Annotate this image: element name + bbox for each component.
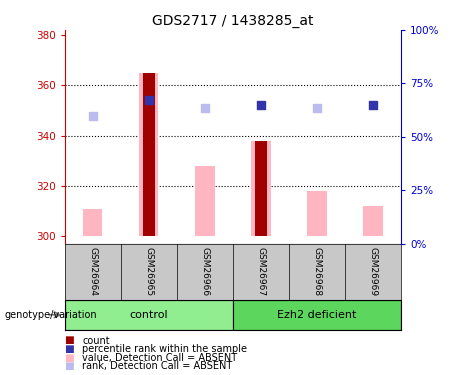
- Text: ■: ■: [65, 336, 74, 345]
- Text: GSM26969: GSM26969: [368, 247, 378, 296]
- Point: [369, 102, 377, 108]
- Point: [313, 105, 321, 111]
- Text: genotype/variation: genotype/variation: [5, 310, 97, 320]
- Text: ■: ■: [65, 362, 74, 371]
- Bar: [195, 166, 214, 236]
- Bar: [363, 206, 383, 236]
- Bar: [139, 73, 159, 236]
- Text: GSM26967: GSM26967: [256, 247, 266, 296]
- Point: [257, 102, 265, 108]
- Text: count: count: [82, 336, 110, 345]
- Bar: [83, 209, 102, 236]
- Bar: [254, 141, 267, 236]
- Text: value, Detection Call = ABSENT: value, Detection Call = ABSENT: [82, 353, 237, 363]
- Text: GSM26964: GSM26964: [88, 247, 97, 296]
- Bar: [142, 73, 155, 236]
- Bar: [251, 141, 271, 236]
- Bar: [233, 300, 401, 330]
- Text: control: control: [130, 310, 168, 320]
- Text: rank, Detection Call = ABSENT: rank, Detection Call = ABSENT: [82, 362, 232, 371]
- Title: GDS2717 / 1438285_at: GDS2717 / 1438285_at: [152, 13, 313, 28]
- Text: GSM26965: GSM26965: [144, 247, 153, 296]
- Text: ■: ■: [65, 344, 74, 354]
- Text: percentile rank within the sample: percentile rank within the sample: [82, 344, 247, 354]
- Bar: [307, 191, 327, 236]
- Point: [201, 105, 208, 111]
- Text: Ezh2 deficient: Ezh2 deficient: [277, 310, 357, 320]
- Bar: [65, 300, 233, 330]
- Text: GSM26966: GSM26966: [200, 247, 209, 296]
- Point: [145, 98, 152, 104]
- Point: [89, 112, 96, 118]
- Text: ■: ■: [65, 353, 74, 363]
- Text: GSM26968: GSM26968: [313, 247, 321, 296]
